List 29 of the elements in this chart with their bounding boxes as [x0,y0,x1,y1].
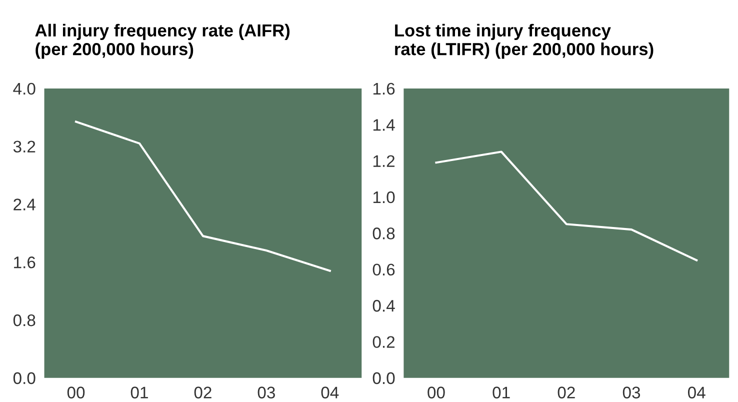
y-tick-label: 0.2 [372,336,395,348]
line-series [435,150,698,262]
x-tick-label: 02 [558,386,575,398]
y-tick-label: 2.4 [14,198,36,210]
y-tick-label: 4.0 [13,82,36,95]
y-tick-label: 1.2 [373,155,395,167]
x-tick-label: 01 [492,386,510,398]
y-tick-label: 3.2 [13,140,36,153]
y-tick-label: 0.0 [372,372,395,384]
y-tick-label: 0.6 [372,264,395,276]
x-tick-label: 04 [321,386,339,398]
x-tick-label: 03 [258,386,275,398]
x-tick-label: 01 [130,386,148,398]
x-tick-label: 00 [428,386,445,398]
line-series [74,120,331,272]
x-tick-label: 02 [194,386,212,398]
chart-title: All injury frequency rate (AIFR) (per 200,000 hours) [35,24,290,59]
y-tick-label: 0.0 [13,372,36,384]
x-tick-label: 04 [688,386,706,398]
y-tick-label: 1.6 [14,256,36,268]
x-tick-label: 03 [622,386,640,398]
y-tick-label: 1.0 [373,191,395,204]
y-tick-label: 0.4 [372,300,395,312]
y-tick-label: 1.4 [373,119,395,131]
chart-title: Lost time injury frequency rate (LTIFR) (per 200,000 hours) [395,24,654,59]
y-tick-label: 1.6 [373,82,395,95]
y-tick-label: 0.8 [372,228,395,240]
x-tick-label: 00 [67,386,85,398]
y-tick-label: 0.8 [13,314,36,326]
